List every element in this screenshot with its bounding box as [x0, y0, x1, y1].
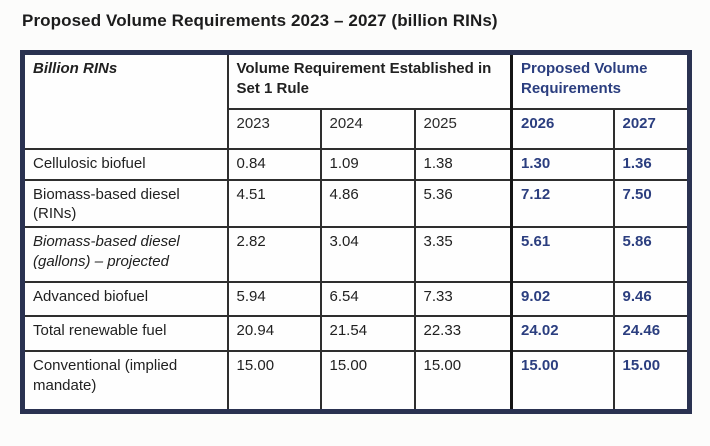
table-row-total-renewable-fuel: Total renewable fuel 20.94 21.54 22.33 2… — [21, 315, 691, 353]
value-cell: 22.33 — [413, 315, 513, 353]
value-cell: 7.12 — [510, 178, 615, 229]
value-cell: 5.86 — [612, 226, 691, 284]
row-label: Biomass-based diesel (gallons) – project… — [21, 226, 229, 284]
value-cell: 15.00 — [319, 350, 416, 413]
table-row-biomass-diesel-rins: Biomass-based diesel (RINs) 4.51 4.86 5.… — [21, 178, 691, 229]
year-header-2026: 2026 — [510, 107, 615, 150]
value-cell: 15.00 — [413, 350, 513, 413]
year-header-2027: 2027 — [612, 107, 691, 150]
value-cell: 20.94 — [226, 315, 322, 353]
row-label: Biomass-based diesel (RINs) — [21, 178, 229, 229]
table-row-advanced-biofuel: Advanced biofuel 5.94 6.54 7.33 9.02 9.4… — [21, 281, 691, 318]
value-cell: 21.54 — [319, 315, 416, 353]
table-row-biomass-diesel-gallons: Biomass-based diesel (gallons) – project… — [21, 226, 691, 284]
group-header-set1-rule: Volume Requirement Established in Set 1 … — [226, 51, 513, 110]
value-cell: 4.51 — [226, 178, 322, 229]
value-cell: 24.02 — [510, 315, 615, 353]
value-cell: 15.00 — [226, 350, 322, 413]
value-cell: 15.00 — [510, 350, 615, 413]
value-cell: 1.36 — [612, 147, 691, 181]
year-header-2025: 2025 — [413, 107, 513, 150]
group-header-row: Billion RINs Volume Requirement Establis… — [21, 51, 691, 150]
value-cell: 7.33 — [413, 281, 513, 318]
row-label: Cellulosic biofuel — [21, 147, 229, 181]
value-cell: 9.02 — [510, 281, 615, 318]
corner-header: Billion RINs — [21, 51, 229, 150]
value-cell: 1.30 — [510, 147, 615, 181]
value-cell: 4.86 — [319, 178, 416, 229]
value-cell: 6.54 — [319, 281, 416, 318]
value-cell: 0.84 — [226, 147, 322, 181]
value-cell: 3.04 — [319, 226, 416, 284]
value-cell: 24.46 — [612, 315, 691, 353]
value-cell: 15.00 — [612, 350, 691, 413]
value-cell: 5.94 — [226, 281, 322, 318]
volume-requirements-table: Billion RINs Volume Requirement Establis… — [20, 50, 692, 414]
group-header-proposed: Proposed Volume Requirements — [510, 51, 691, 110]
value-cell: 5.36 — [413, 178, 513, 229]
row-label: Total renewable fuel — [21, 315, 229, 353]
value-cell: 2.82 — [226, 226, 322, 284]
table-row-conventional-implied-mandate: Conventional (implied mandate) 15.00 15.… — [21, 350, 691, 413]
value-cell: 1.38 — [413, 147, 513, 181]
year-header-row: 2023 2024 2025 2026 2027 — [23, 107, 691, 150]
value-cell: 9.46 — [612, 281, 691, 318]
value-cell: 7.50 — [612, 178, 691, 229]
value-cell: 5.61 — [510, 226, 615, 284]
page-title: Proposed Volume Requirements 2023 – 2027… — [22, 11, 498, 30]
table-row-cellulosic-biofuel: Cellulosic biofuel 0.84 1.09 1.38 1.30 1… — [21, 147, 691, 181]
row-label: Conventional (implied mandate) — [21, 350, 229, 413]
row-label: Advanced biofuel — [21, 281, 229, 318]
value-cell: 1.09 — [319, 147, 416, 181]
value-cell: 3.35 — [413, 226, 513, 284]
year-header-2023: 2023 — [226, 107, 322, 150]
year-header-2024: 2024 — [319, 107, 416, 150]
